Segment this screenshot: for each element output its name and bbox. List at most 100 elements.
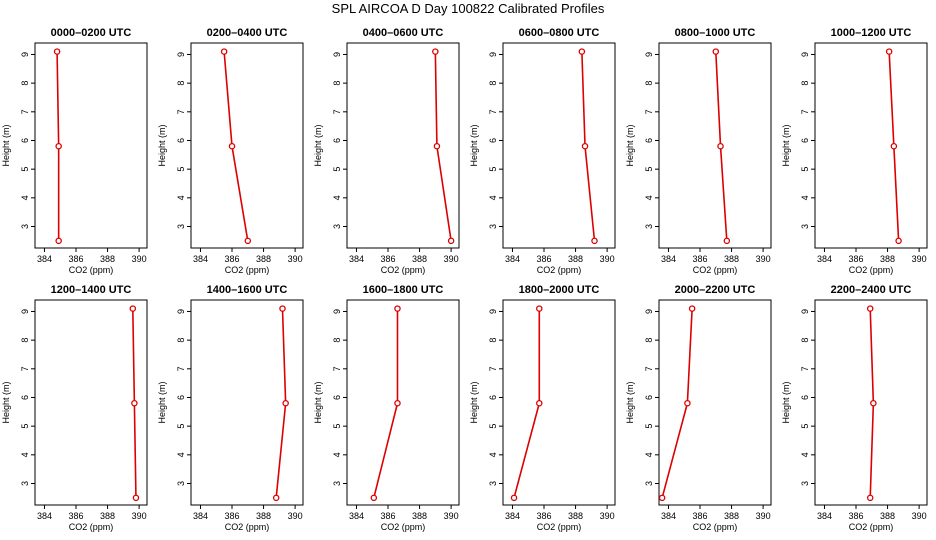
x-tick-label: 388: [412, 254, 427, 264]
plot-frame: [346, 42, 460, 249]
data-point: [282, 399, 289, 407]
data-point: [712, 48, 720, 55]
x-tick-label: 386: [224, 511, 239, 521]
y-tick-label: 8: [800, 81, 810, 86]
y-tick-label: 3: [20, 224, 30, 229]
y-tick-label: 7: [176, 366, 186, 371]
x-tick-label: 384: [505, 254, 520, 264]
x-tick-label: 390: [600, 254, 615, 264]
x-axis-label: CO2 (ppm): [69, 265, 114, 275]
data-point: [220, 48, 228, 55]
x-axis-label: CO2 (ppm): [537, 522, 582, 532]
x-tick-label: 386: [380, 254, 395, 264]
x-axis-label: CO2 (ppm): [381, 522, 426, 532]
x-tick-label: 390: [756, 254, 771, 264]
panel-title: 1000–1200 UTC: [831, 27, 912, 39]
data-point: [432, 48, 439, 55]
plot-frame: [814, 299, 928, 506]
data-point: [370, 494, 378, 502]
x-tick-label: 386: [536, 254, 551, 264]
y-tick-label: 7: [488, 109, 498, 114]
y-tick-label: 4: [488, 195, 498, 200]
y-tick-label: 6: [332, 138, 342, 143]
data-point: [581, 142, 589, 150]
y-tick-label: 8: [488, 338, 498, 343]
data-point: [55, 142, 62, 150]
panel-title: 0200–0400 UTC: [207, 27, 288, 39]
y-tick-label: 3: [800, 481, 810, 486]
x-tick-label: 386: [848, 511, 863, 521]
x-tick-label: 384: [661, 511, 676, 521]
y-tick-label: 5: [488, 424, 498, 429]
y-tick-label: 4: [800, 452, 810, 457]
data-point: [272, 494, 280, 502]
y-tick-label: 6: [644, 395, 654, 400]
data-point: [684, 399, 691, 407]
x-tick-label: 386: [848, 254, 863, 264]
x-tick-label: 388: [568, 511, 583, 521]
y-axis-label: Height (m): [469, 124, 479, 166]
y-tick-label: 7: [20, 109, 30, 114]
plot-frame: [34, 299, 148, 506]
panel-title: 1400–1600 UTC: [207, 284, 288, 296]
x-tick-label: 390: [132, 254, 147, 264]
panel-title: 0600–0800 UTC: [519, 27, 600, 39]
y-tick-label: 7: [644, 109, 654, 114]
data-point: [132, 494, 140, 502]
y-tick-label: 9: [800, 52, 810, 57]
plot-frame: [502, 42, 616, 249]
x-tick-label: 384: [505, 511, 520, 521]
data-point: [895, 237, 902, 245]
y-tick-label: 6: [332, 395, 342, 400]
y-axis-label: Height (m): [469, 381, 479, 423]
plot-frame: [190, 299, 304, 506]
plot-frame: [658, 42, 772, 249]
y-tick-label: 3: [800, 224, 810, 229]
y-tick-label: 4: [20, 452, 30, 457]
y-tick-label: 5: [644, 167, 654, 172]
x-tick-label: 390: [288, 511, 303, 521]
data-point: [55, 237, 62, 245]
y-tick-label: 9: [800, 309, 810, 314]
x-tick-label: 388: [100, 254, 115, 264]
y-tick-label: 9: [332, 309, 342, 314]
plot-frame: [658, 299, 772, 506]
panel-title: 0800–1000 UTC: [675, 27, 756, 39]
y-axis-label: Height (m): [157, 381, 167, 423]
profile-line: [373, 308, 399, 499]
data-point: [433, 142, 441, 150]
y-axis-label: Height (m): [157, 124, 167, 166]
y-tick-label: 7: [800, 109, 810, 114]
y-tick-label: 3: [644, 481, 654, 486]
y-tick-label: 9: [20, 309, 30, 314]
x-tick-label: 390: [132, 511, 147, 521]
x-tick-label: 386: [536, 511, 551, 521]
data-point: [510, 494, 518, 502]
panel-title: 0000–0200 UTC: [51, 27, 132, 39]
x-tick-label: 384: [349, 511, 364, 521]
x-axis-label: CO2 (ppm): [849, 522, 894, 532]
data-point: [578, 48, 586, 55]
y-tick-label: 7: [332, 366, 342, 371]
data-point: [394, 305, 401, 312]
y-tick-label: 7: [488, 366, 498, 371]
x-tick-label: 388: [724, 254, 739, 264]
x-tick-label: 384: [37, 511, 52, 521]
y-tick-label: 5: [800, 167, 810, 172]
x-axis-label: CO2 (ppm): [849, 265, 894, 275]
data-point: [279, 305, 286, 312]
data-point: [870, 399, 877, 407]
data-point: [591, 237, 598, 245]
y-tick-label: 3: [176, 481, 186, 486]
data-point: [890, 142, 898, 150]
x-tick-label: 386: [692, 254, 707, 264]
x-tick-label: 388: [100, 511, 115, 521]
x-tick-label: 388: [880, 511, 895, 521]
x-tick-label: 390: [912, 511, 927, 521]
x-tick-label: 390: [600, 511, 615, 521]
x-tick-label: 384: [661, 254, 676, 264]
y-tick-label: 9: [488, 52, 498, 57]
y-tick-label: 5: [332, 424, 342, 429]
y-tick-label: 4: [20, 195, 30, 200]
